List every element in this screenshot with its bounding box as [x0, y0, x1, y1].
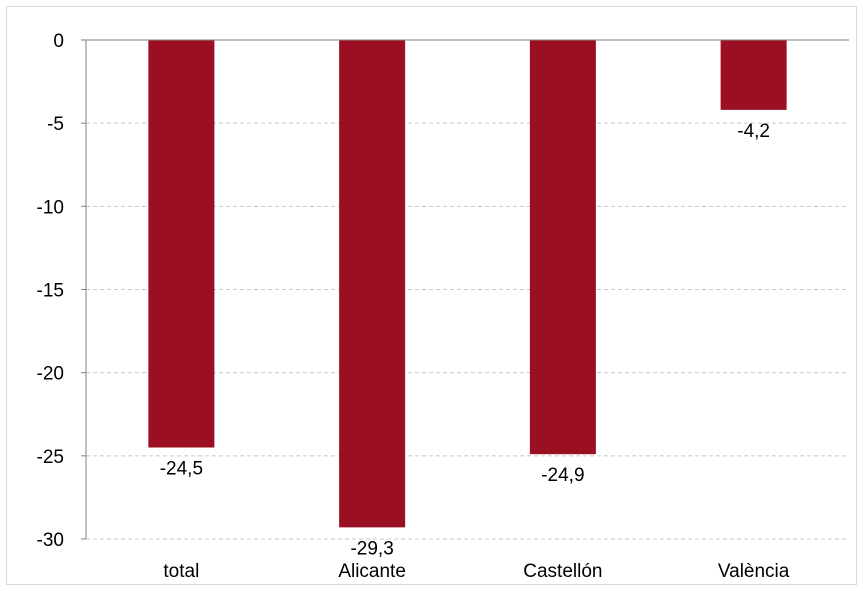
- category-label: Alicante: [338, 561, 406, 582]
- category-label: València: [718, 561, 790, 582]
- y-tick-label: -5: [47, 114, 64, 135]
- category-label: total: [163, 561, 199, 582]
- y-tick-label: -20: [37, 364, 64, 385]
- data-label: -24,5: [160, 459, 203, 480]
- data-label: -4,2: [737, 121, 770, 142]
- data-label: -29,3: [350, 538, 393, 559]
- y-tick-label: 0: [53, 31, 64, 52]
- category-label: Castellón: [523, 561, 602, 582]
- y-tick-label: -30: [37, 530, 64, 551]
- bar-valència: [720, 40, 787, 110]
- chart-frame: [6, 6, 857, 585]
- labels: 0 -5 -10 -15 -20 -25 -30 total Alicante Castellón…: [37, 31, 790, 582]
- axes: [81, 39, 849, 540]
- data-label: -24,9: [541, 465, 584, 486]
- y-tick-label: -10: [37, 197, 64, 218]
- bar-total: [148, 40, 215, 448]
- bar-castellón: [529, 40, 596, 455]
- bars: [148, 40, 787, 528]
- bar-alicante: [339, 40, 406, 528]
- y-tick-label: -15: [37, 281, 64, 302]
- y-tick-label: -25: [37, 447, 64, 468]
